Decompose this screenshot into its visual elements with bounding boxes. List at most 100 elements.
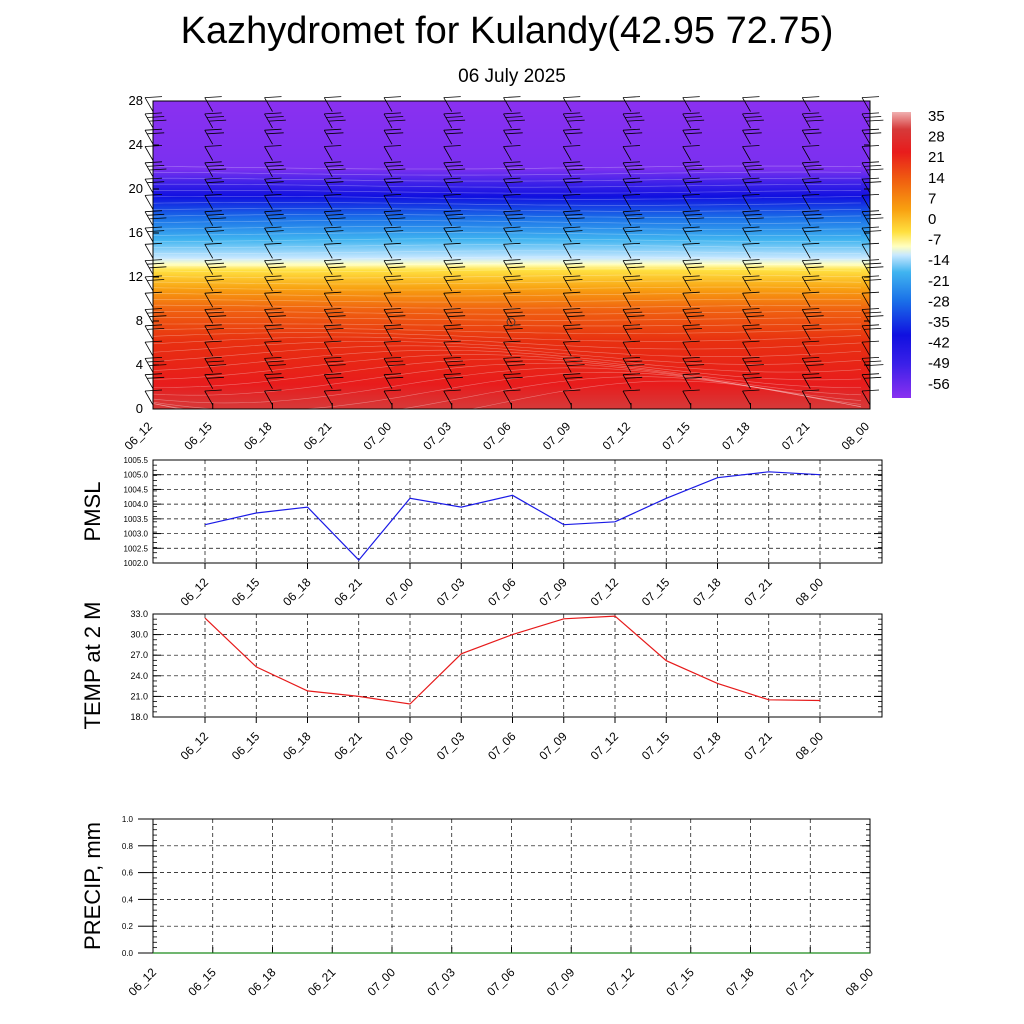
wind-barb	[323, 341, 333, 357]
wind-barb-feather	[503, 210, 521, 213]
wind-barb-feather	[687, 217, 705, 220]
wind-barb-feather	[684, 328, 702, 330]
wind-barb	[503, 341, 512, 357]
x-tick-label: 06_18	[280, 575, 314, 609]
wind-barb	[562, 162, 572, 177]
wind-barb-feather	[804, 230, 822, 232]
wind-barb	[204, 358, 214, 373]
wind-barb-feather	[804, 360, 822, 363]
colorbar-ramp	[892, 112, 911, 398]
x-tick-label: 07_00	[383, 729, 417, 763]
wind-barb-feather	[505, 376, 523, 379]
wind-barb	[801, 162, 811, 177]
wind-barb-feather	[443, 128, 461, 131]
wind-barb-feather	[744, 328, 762, 330]
wind-barb	[801, 244, 811, 259]
wind-barb-feather	[505, 279, 523, 281]
heatmap-contour-lines	[152, 165, 862, 427]
wind-barb	[264, 358, 273, 373]
wind-barb-feather	[682, 194, 700, 196]
wind-barb-feather	[324, 389, 342, 392]
wind-barb	[682, 130, 692, 145]
wind-barb	[801, 113, 811, 129]
wind-barb-feather	[684, 311, 702, 314]
wind-barb	[622, 293, 632, 308]
wind-barb-feather	[448, 315, 466, 318]
wind-barb-feather	[443, 177, 461, 180]
y-tick-label: 1005.0	[124, 471, 149, 480]
wind-barb-feather	[503, 324, 521, 327]
wind-barb-feather	[324, 259, 342, 261]
wind-barb-feather	[567, 119, 585, 122]
wind-barb-feather	[505, 262, 523, 265]
wind-barb-feather	[147, 262, 165, 265]
wind-barb-feather	[326, 165, 344, 167]
wind-barb	[323, 358, 333, 373]
wind-barb	[801, 309, 811, 324]
wind-barb-feather	[443, 145, 461, 147]
wind-barb-feather	[682, 128, 700, 131]
colorbar-label: -28	[928, 293, 950, 310]
wind-barb	[204, 293, 214, 308]
wind-barb	[562, 293, 572, 308]
wind-barb	[383, 162, 393, 177]
wind-barb	[861, 341, 871, 357]
wind-barb-feather	[264, 373, 282, 376]
wind-barb	[861, 227, 871, 243]
wind-barb-feather	[742, 226, 760, 229]
y-tick-label: 30.0	[130, 630, 148, 640]
wind-barb-feather	[802, 177, 820, 180]
wind-barb	[383, 358, 393, 373]
wind-barb	[383, 178, 393, 194]
plot-frame	[152, 459, 883, 564]
wind-barb-feather	[744, 230, 762, 232]
wind-barb-feather	[324, 242, 342, 245]
wind-barb-feather	[742, 128, 760, 131]
wind-barb-feather	[802, 308, 820, 310]
wind-barb	[383, 293, 393, 308]
wind-barb-feather	[204, 291, 222, 294]
wind-barb-feather	[565, 165, 583, 167]
wind-barb-feather	[625, 376, 643, 379]
wind-barb	[204, 146, 214, 161]
wind-barb-feather	[682, 177, 700, 180]
wind-barb-feather	[445, 279, 463, 281]
wind-barb-feather	[563, 226, 581, 229]
wind-barb-feather	[448, 266, 466, 269]
wind-barb-feather	[744, 311, 762, 314]
wind-barb-feather	[864, 165, 882, 167]
x-tick-label: 07_21	[741, 729, 775, 763]
wind-barb-feather	[264, 324, 282, 327]
wind-barb-feather	[443, 112, 461, 115]
wind-barb-feather	[682, 242, 700, 245]
x-tick-label: 07_06	[485, 729, 519, 763]
panel-y-label: PMSL	[80, 482, 105, 542]
wind-barb-feather	[383, 373, 402, 376]
wind-barb-feather	[563, 373, 581, 376]
x-tick-label: 08_00	[843, 965, 877, 999]
wind-barb-feather	[206, 165, 224, 167]
contour-line	[152, 214, 862, 218]
wind-barb-feather	[742, 242, 760, 245]
wind-barb	[323, 178, 333, 194]
wind-barb	[562, 97, 572, 112]
wind-barb-feather	[563, 177, 581, 180]
wind-barb-feather	[682, 161, 700, 164]
y-tick-label: 0.8	[122, 842, 134, 851]
wind-barb	[204, 260, 214, 275]
wind-barb	[383, 374, 393, 389]
contour-line	[152, 323, 862, 327]
wind-barb-feather	[206, 213, 224, 216]
wind-barb	[682, 178, 692, 194]
wind-barb-feather	[505, 165, 523, 167]
contour-line	[152, 171, 862, 176]
wind-barb-feather	[386, 279, 404, 281]
wind-barb-feather	[386, 132, 404, 135]
heatmap-x-tick-label: 06_18	[241, 419, 275, 453]
wind-barb	[861, 97, 871, 112]
wind-barb-feather	[204, 177, 222, 180]
wind-barb	[801, 341, 811, 357]
wind-barb	[204, 178, 214, 194]
wind-barb-feather	[802, 389, 820, 392]
wind-barb-feather	[505, 230, 523, 232]
